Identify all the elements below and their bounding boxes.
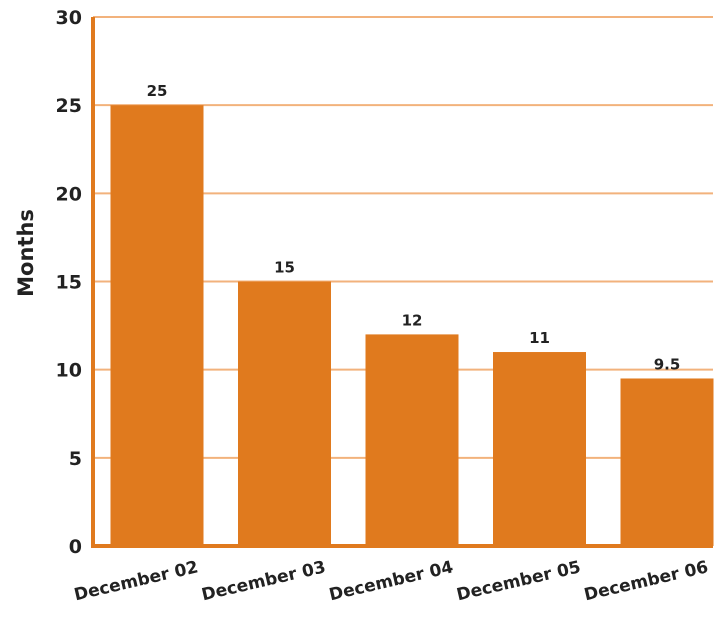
y-tick-label: 0 <box>69 536 82 558</box>
x-tick-labels: December 02 December 03 December 04 Decembe… <box>72 557 710 605</box>
bar <box>493 352 586 546</box>
bar <box>365 334 459 546</box>
value-labels: 25 15 12 11 9.5 <box>147 82 681 373</box>
bar-value-label: 11 <box>529 329 550 347</box>
y-axis-title: Months <box>14 209 38 297</box>
y-tick-label: 10 <box>56 360 82 382</box>
x-tick-label: December 05 <box>455 557 583 605</box>
axes <box>91 17 713 548</box>
bar <box>238 281 331 546</box>
bar-value-label: 15 <box>274 259 295 277</box>
x-tick-label: December 02 <box>72 557 200 605</box>
y-tick-label: 30 <box>56 7 82 29</box>
bar <box>110 105 204 547</box>
y-tick-label: 20 <box>56 183 82 205</box>
y-tick-label: 5 <box>69 448 82 470</box>
y-tick-label: 15 <box>56 272 82 294</box>
bar <box>620 378 714 546</box>
bars <box>110 105 714 547</box>
x-tick-label: December 04 <box>327 557 455 605</box>
bar-value-label: 12 <box>402 311 423 329</box>
y-tick-label: 25 <box>56 95 82 117</box>
x-tick-label: December 03 <box>200 557 328 605</box>
y-tick-labels: 0 5 10 15 20 25 30 <box>56 7 82 558</box>
bar-value-label: 25 <box>147 82 168 100</box>
bar-value-label: 9.5 <box>654 355 681 373</box>
x-tick-label: December 06 <box>582 557 710 605</box>
